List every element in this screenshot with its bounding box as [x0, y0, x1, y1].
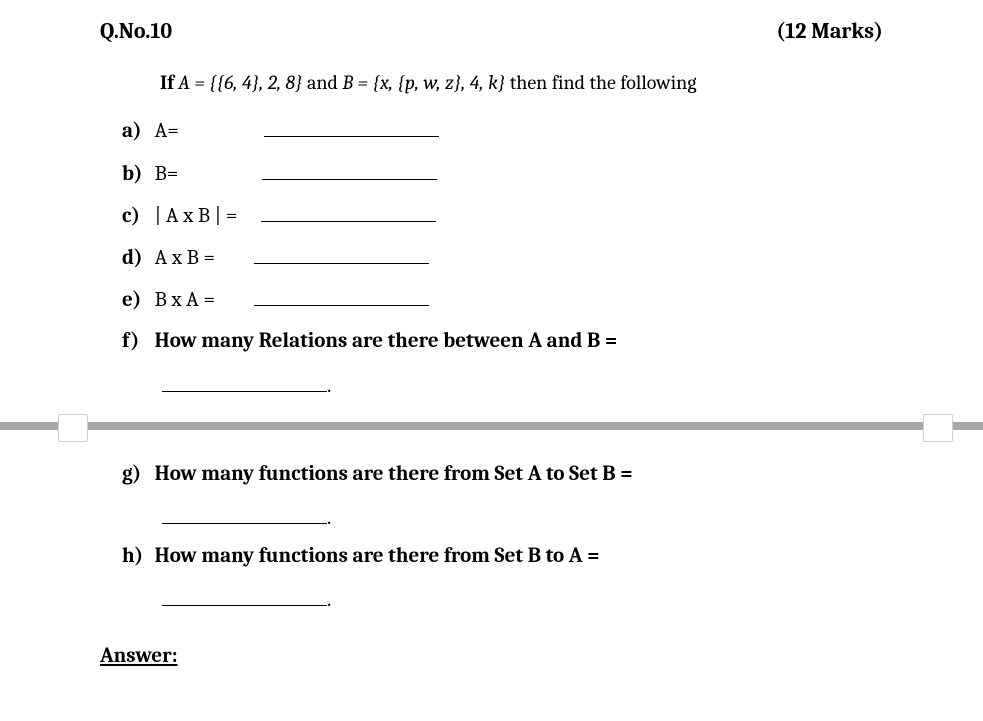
answer-heading: Answer:	[0, 618, 983, 668]
part-e-text: B x A =	[155, 288, 215, 312]
part-c: c) | A x B | =	[122, 195, 923, 237]
separator-handle-left[interactable]	[58, 414, 88, 442]
question-marks: (12 Marks)	[776, 18, 883, 44]
part-h-period: .	[327, 588, 331, 612]
problem-and: and	[303, 71, 343, 94]
question-parts: a) A= b) B= c) | A x B | = d) A x B =	[0, 96, 983, 403]
part-a-text: A=	[155, 119, 179, 143]
part-g-period: .	[327, 506, 331, 530]
part-b-text: B=	[155, 162, 179, 186]
part-f-blank-row: .	[122, 363, 923, 404]
part-f-text: How many Relations are there between A a…	[155, 329, 618, 353]
question-parts-below: g) How many functions are there from Set…	[0, 450, 983, 618]
page-separator	[0, 410, 983, 444]
part-c-blank[interactable]	[261, 203, 436, 222]
part-h-label: h)	[122, 544, 150, 569]
problem-suffix: then find the following	[505, 71, 696, 94]
part-c-text: | A x B | =	[155, 204, 238, 228]
part-a-label: a)	[122, 119, 150, 144]
part-g-text: How many functions are there from Set A …	[155, 462, 633, 486]
part-e: e) B x A =	[122, 279, 923, 321]
part-g: g) How many functions are there from Set…	[122, 454, 923, 495]
problem-if: If	[160, 71, 178, 94]
part-g-blank[interactable]	[162, 505, 327, 524]
question-number: Q.No.10	[100, 18, 172, 44]
part-d-label: d)	[122, 246, 150, 271]
part-f: f) How many Relations are there between …	[122, 321, 923, 362]
part-g-label: g)	[122, 462, 150, 487]
part-c-label: c)	[122, 204, 150, 229]
part-h-blank[interactable]	[162, 587, 327, 606]
part-b-blank[interactable]	[262, 161, 437, 180]
separator-bar	[0, 422, 983, 430]
separator-handle-right[interactable]	[923, 414, 953, 442]
part-e-blank[interactable]	[254, 287, 429, 306]
problem-statement: If A = {{6, 4}, 2, 8} and B = {x, {p, w,…	[0, 44, 983, 96]
part-f-period: .	[327, 374, 331, 398]
part-d-blank[interactable]	[254, 245, 429, 264]
set-a-def: A = {{6, 4}, 2, 8}	[178, 71, 302, 94]
part-f-label: f)	[122, 329, 150, 354]
part-d: d) A x B =	[122, 237, 923, 279]
part-a: a) A=	[122, 110, 923, 152]
set-b-def: B = {x, {p, w, z}, 4, k}	[342, 71, 505, 94]
content-area: Q.No.10 (12 Marks) If A = {{6, 4}, 2, 8}…	[0, 0, 983, 668]
part-h-blank-row: .	[122, 577, 923, 618]
part-a-blank[interactable]	[264, 118, 439, 137]
question-header: Q.No.10 (12 Marks)	[0, 18, 983, 44]
part-b: b) B=	[122, 153, 923, 195]
part-g-blank-row: .	[122, 495, 923, 536]
part-e-label: e)	[122, 288, 150, 313]
part-h-text: How many functions are there from Set B …	[155, 544, 600, 568]
part-f-blank[interactable]	[162, 373, 327, 392]
exam-question-page: Q.No.10 (12 Marks) If A = {{6, 4}, 2, 8}…	[0, 0, 983, 721]
part-b-label: b)	[122, 162, 150, 187]
part-h: h) How many functions are there from Set…	[122, 536, 923, 577]
part-d-text: A x B =	[155, 246, 215, 270]
